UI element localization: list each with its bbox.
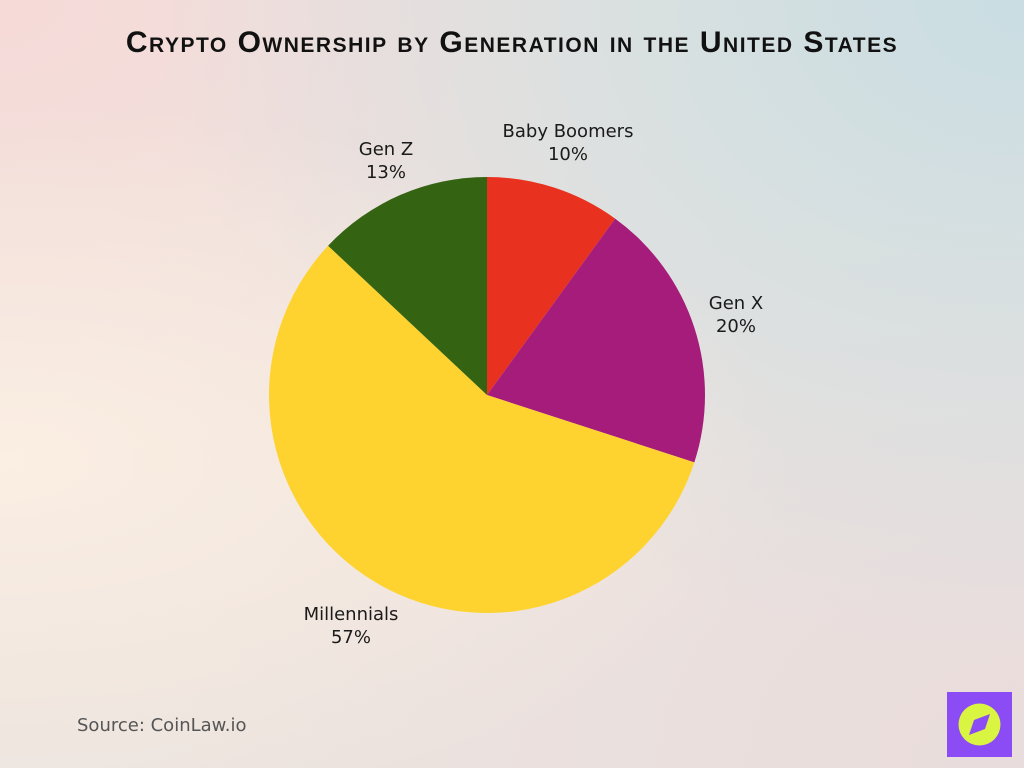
slice-label: Millennials [304,604,399,625]
slice-label: Gen X [709,293,763,314]
chart-title: Crypto Ownership by Generation in the Un… [126,26,898,59]
slice-value-label: 57% [331,627,371,648]
slice-value-label: 13% [366,162,406,183]
slice-label: Baby Boomers [503,121,634,142]
logo [947,692,1012,757]
pie-slice [487,177,616,395]
slice-label: Gen Z [359,139,413,160]
slice-value-label: 20% [716,316,756,337]
pie [268,177,705,614]
pie-slice [268,245,695,614]
source: Source: CoinLaw.io [77,715,246,736]
pie-slice [328,177,487,395]
slice-value-label: 10% [548,144,588,165]
pie-slice [487,218,705,463]
